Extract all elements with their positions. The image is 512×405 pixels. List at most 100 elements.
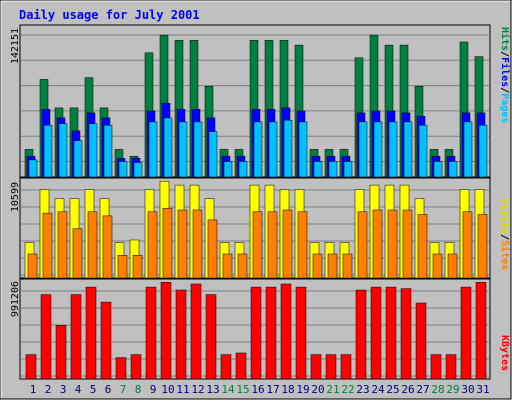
- x-tick-label-day-28: 28: [431, 383, 444, 396]
- bar-kbytes-day-20: [310, 354, 322, 380]
- bar-pages-day-22: [343, 161, 353, 178]
- bar-pages-day-14: [223, 161, 233, 178]
- bar-kbytes-day-14: [220, 354, 232, 380]
- x-tick-label-day-7: 7: [120, 383, 127, 396]
- bar-pages-day-6: [103, 124, 113, 178]
- x-tick-label-day-3: 3: [60, 383, 67, 396]
- chart-title: Daily usage for July 2001: [19, 8, 200, 22]
- bar-pages-day-15: [238, 161, 248, 178]
- bar-kbytes-day-19: [295, 286, 307, 380]
- bar-sites-day-25: [387, 209, 398, 279]
- bar-sites-day-20: [312, 253, 323, 279]
- bar-pages-day-13: [208, 131, 218, 178]
- x-tick-label-day-12: 12: [191, 383, 204, 396]
- bar-kbytes-day-13: [205, 294, 217, 380]
- bar-pages-day-21: [328, 161, 338, 178]
- bar-kbytes-day-3: [55, 325, 67, 380]
- bar-pages-day-2: [43, 124, 53, 178]
- bar-sites-day-21: [327, 253, 338, 279]
- bar-kbytes-day-31: [475, 282, 487, 380]
- x-tick-label-day-8: 8: [135, 383, 142, 396]
- bar-sites-day-3: [57, 211, 68, 279]
- legend-kbytes: KBytes: [499, 335, 510, 371]
- bar-sites-day-12: [192, 209, 203, 279]
- x-tick-label-day-20: 20: [311, 383, 324, 396]
- x-tick-label-day-31: 31: [476, 383, 489, 396]
- x-tick-label-day-16: 16: [251, 383, 264, 396]
- bar-pages-day-29: [448, 161, 458, 178]
- x-tick-label-day-6: 6: [105, 383, 112, 396]
- legend-visits: Visits: [499, 198, 511, 234]
- x-tick-label-day-15: 15: [236, 383, 249, 396]
- x-tick-label-day-27: 27: [416, 383, 429, 396]
- bar-pages-day-20: [313, 161, 323, 178]
- bar-kbytes-day-6: [100, 301, 112, 380]
- bar-kbytes-day-11: [175, 289, 187, 380]
- bar-pages-day-24: [373, 121, 383, 178]
- bar-sites-day-6: [102, 215, 113, 279]
- bar-kbytes-day-1: [25, 354, 37, 380]
- bar-pages-day-28: [433, 161, 443, 178]
- x-tick-label-day-4: 4: [75, 383, 82, 396]
- bar-kbytes-day-15: [235, 352, 247, 380]
- legend-visits-sites: Visits/Sites: [499, 198, 511, 270]
- bar-sites-day-31: [477, 214, 488, 279]
- legend-hits-files-pages: Hits/Files/Pages: [499, 27, 511, 123]
- bar-pages-day-9: [148, 121, 158, 178]
- bar-pages-day-25: [388, 121, 398, 178]
- bar-kbytes-day-2: [40, 294, 52, 380]
- bar-sites-day-8: [132, 255, 143, 279]
- bar-kbytes-day-30: [460, 286, 472, 380]
- bar-kbytes-day-7: [115, 357, 127, 380]
- bar-sites-day-9: [147, 211, 158, 279]
- bar-pages-day-27: [418, 124, 428, 178]
- bar-kbytes-day-12: [190, 283, 202, 380]
- bar-sites-day-24: [372, 209, 383, 279]
- bar-pages-day-10: [163, 117, 173, 178]
- bar-sites-day-15: [237, 253, 248, 279]
- bar-pages-day-11: [178, 121, 188, 178]
- bar-kbytes-day-5: [85, 286, 97, 380]
- bar-sites-day-11: [177, 209, 188, 279]
- legend-sites: Sites: [499, 240, 511, 270]
- bar-kbytes-day-29: [445, 354, 457, 380]
- x-tick-label-day-14: 14: [221, 383, 235, 396]
- bar-sites-day-28: [432, 253, 443, 279]
- ymax-label-hits: 142151: [10, 28, 21, 64]
- ymax-label-kbytes: 991206: [10, 281, 21, 317]
- bar-sites-day-29: [447, 253, 458, 279]
- bar-sites-day-5: [87, 211, 98, 279]
- bar-pages-day-7: [118, 161, 128, 178]
- x-tick-label-day-19: 19: [296, 383, 309, 396]
- bar-sites-day-4: [72, 228, 83, 279]
- x-tick-label-day-11: 11: [176, 383, 189, 396]
- bar-sites-day-2: [42, 212, 53, 279]
- bar-kbytes-day-25: [385, 286, 397, 380]
- x-tick-label-day-26: 26: [401, 383, 414, 396]
- bar-kbytes-day-8: [130, 354, 142, 380]
- bar-sites-day-19: [297, 211, 308, 279]
- bar-kbytes-day-18: [280, 283, 292, 380]
- bar-kbytes-day-23: [355, 289, 367, 380]
- bar-kbytes-day-9: [145, 286, 157, 380]
- bar-pages-day-1: [28, 159, 38, 178]
- x-tick-label-day-22: 22: [341, 383, 354, 396]
- legend-files: Files: [499, 57, 511, 87]
- bar-kbytes-day-28: [430, 354, 442, 380]
- bar-kbytes-day-16: [250, 286, 262, 380]
- bar-pages-day-4: [73, 140, 83, 178]
- x-tick-label-day-9: 9: [150, 383, 157, 396]
- bar-pages-day-12: [193, 121, 203, 178]
- x-tick-label-day-25: 25: [386, 383, 399, 396]
- bar-pages-day-17: [268, 121, 278, 178]
- x-tick-label-day-24: 24: [371, 383, 385, 396]
- x-tick-label-day-30: 30: [461, 383, 474, 396]
- bar-sites-day-16: [252, 211, 263, 279]
- bar-kbytes-day-27: [415, 302, 427, 380]
- x-tick-label-day-13: 13: [206, 383, 219, 396]
- bar-kbytes-day-21: [325, 354, 337, 380]
- bar-pages-day-16: [253, 121, 263, 178]
- x-tick-label-day-23: 23: [356, 383, 369, 396]
- legend-hits: Hits: [499, 27, 511, 51]
